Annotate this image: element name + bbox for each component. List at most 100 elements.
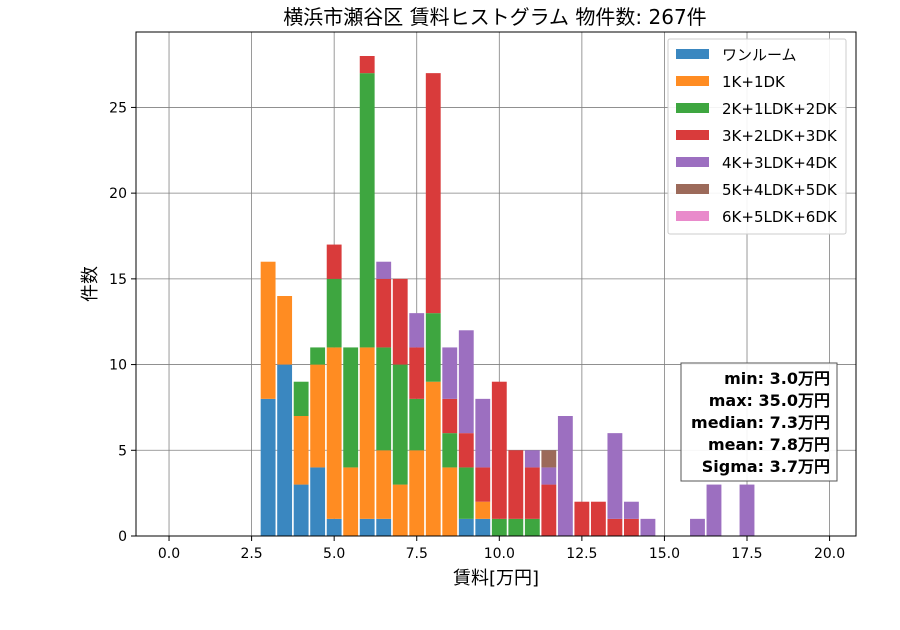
stats-box: min: 3.0万円 max: 35.0万円 median: 7.3万円 mea… (680, 362, 838, 482)
bar-10.5-2 (508, 518, 524, 536)
legend-swatch-3 (676, 130, 709, 140)
chart-title: 横浜市瀬谷区 賃料ヒストグラム 物件数: 267件 (283, 5, 706, 29)
bar-3-0 (260, 398, 276, 536)
bar-9-3 (458, 433, 474, 468)
bar-5-2 (326, 278, 342, 348)
bar-6-0 (359, 518, 375, 536)
bar-6.5-2 (376, 347, 392, 451)
bar-11-3 (524, 467, 540, 519)
bars (260, 56, 755, 536)
plot-area: 0.0 2.5 5.0 7.5 10.0 12.5 15.0 17.5 20.0 0 5 10 15 2… (109, 31, 857, 562)
bar-5.5-1 (343, 467, 359, 536)
bar-7.5-4 (409, 313, 425, 348)
bar-9.5-3 (475, 467, 491, 502)
bar-9-0 (458, 518, 474, 536)
y-tick-label-3: 15 (109, 272, 127, 288)
bar-10-2 (491, 518, 507, 536)
stat-max: max: 35.0万円 (709, 391, 830, 410)
bar-5-0 (326, 518, 342, 536)
bar-12-4 (557, 416, 573, 536)
bar-7-1 (392, 484, 408, 536)
bar-4-0 (293, 484, 309, 536)
legend-swatch-1 (676, 76, 709, 86)
bar-3-1 (260, 261, 276, 399)
bar-3.5-1 (277, 296, 293, 365)
bar-11-4 (524, 450, 540, 468)
x-tick-label-3: 7.5 (406, 546, 428, 562)
bar-9.5-0 (475, 518, 491, 536)
x-tick-label-4: 10.0 (484, 546, 515, 562)
x-axis-ticks: 0.0 2.5 5.0 7.5 10.0 12.5 15.0 17.5 20.0 (158, 536, 845, 562)
bar-8.5-1 (442, 467, 458, 536)
bar-11.5-4 (541, 467, 557, 485)
legend-label-1: 1K+1DK (722, 73, 786, 91)
legend-label-5: 5K+4LDK+5DK (722, 181, 838, 199)
bar-7.5-2 (409, 398, 425, 451)
x-tick-label-6: 15.0 (649, 546, 680, 562)
bar-6.5-4 (376, 261, 392, 279)
bar-6.5-0 (376, 518, 392, 536)
x-tick-label-0: 0.0 (158, 546, 180, 562)
y-tick-label-5: 25 (109, 100, 127, 116)
bar-7.5-3 (409, 347, 425, 399)
stat-min: min: 3.0万円 (724, 369, 830, 388)
legend: ワンルーム 1K+1DK 2K+1LDK+2DK 3K+2LDK+3DK 4K+3LDK… (667, 38, 847, 235)
bar-4-1 (293, 416, 309, 485)
y-tick-label-0: 0 (118, 529, 127, 545)
bar-5-1 (326, 347, 342, 519)
stats-box-frame (680, 362, 838, 482)
bar-14-4 (623, 501, 639, 519)
bar-11.5-5 (541, 450, 557, 468)
bar-9-4 (458, 330, 474, 434)
legend-label-6: 6K+5LDK+6DK (722, 208, 838, 226)
bar-6.5-1 (376, 450, 392, 519)
bar-6-1 (359, 347, 375, 519)
bar-10.5-3 (508, 450, 524, 519)
bar-9.5-4 (475, 398, 491, 468)
bar-11-2 (524, 518, 540, 536)
bar-4-2 (293, 381, 309, 416)
y-tick-label-2: 10 (109, 358, 127, 374)
bar-7.5-1 (409, 450, 425, 536)
bar-4.5-2 (310, 347, 326, 365)
bar-8-1 (425, 381, 441, 536)
bar-13.5-4 (607, 433, 623, 519)
stat-sigma: Sigma: 3.7万円 (702, 457, 830, 476)
x-tick-label-7: 17.5 (731, 546, 762, 562)
bar-9.5-1 (475, 501, 491, 519)
bar-5-3 (326, 244, 342, 279)
bar-4.5-0 (310, 467, 326, 536)
bar-6.5-3 (376, 278, 392, 348)
bar-16-4 (690, 518, 705, 536)
y-axis-label: 件数 (80, 266, 101, 302)
bar-12.5-3 (574, 501, 590, 536)
bar-7-3 (392, 278, 408, 365)
bar-4.5-1 (310, 364, 326, 468)
y-tick-label-1: 5 (118, 443, 127, 459)
bar-6-2 (359, 73, 375, 348)
legend-swatch-5 (676, 184, 709, 194)
plot-frame (135, 31, 857, 537)
legend-label-4: 4K+3LDK+4DK (722, 154, 838, 172)
y-axis-ticks: 0 5 10 15 20 25 (109, 100, 136, 545)
x-tick-label-2: 5.0 (323, 546, 345, 562)
legend-swatch-6 (676, 211, 709, 221)
bar-11.5-3 (541, 484, 557, 536)
bar-8-2 (425, 313, 441, 382)
bar-14.5-4 (640, 518, 656, 536)
x-tick-label-5: 12.5 (566, 546, 597, 562)
legend-label-0: ワンルーム (722, 46, 797, 64)
bar-10-3 (491, 381, 507, 519)
legend-label-3: 3K+2LDK+3DK (722, 127, 838, 145)
y-tick-label-4: 20 (109, 186, 127, 202)
bar-17.5-4 (739, 484, 755, 536)
legend-swatch-0 (676, 49, 709, 59)
bar-8-3 (425, 73, 441, 314)
legend-swatch-4 (676, 157, 709, 167)
bar-13-3 (590, 501, 606, 536)
legend-swatch-2 (676, 103, 709, 113)
bar-5.5-2 (343, 347, 359, 468)
stat-median: median: 7.3万円 (691, 413, 830, 432)
bar-8.5-2 (442, 433, 458, 468)
